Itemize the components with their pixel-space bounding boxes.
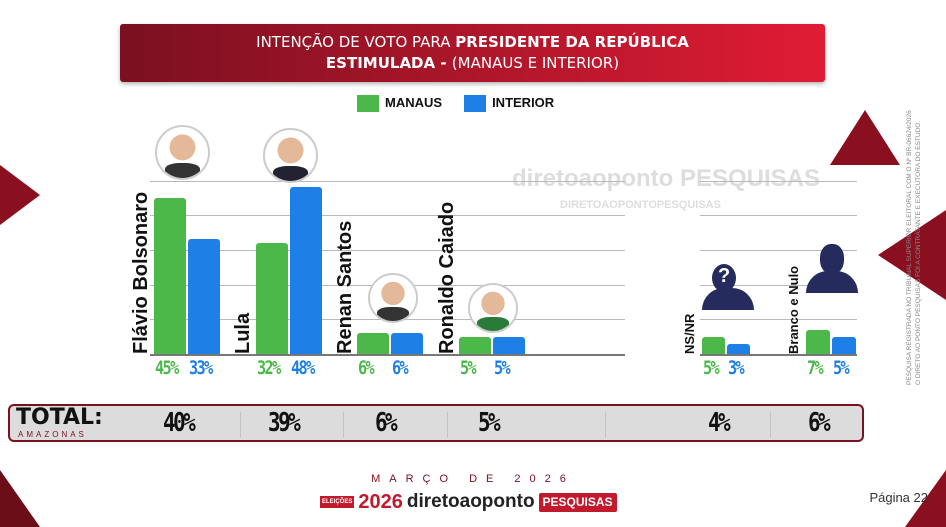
gridline	[700, 284, 857, 286]
chart-title-banner: INTENÇÃO DE VOTO PARA PRESIDENTE DA REPÚ…	[120, 24, 825, 82]
value-label-manaus: 6%	[358, 357, 375, 379]
legend-label: MANAUS	[385, 95, 443, 110]
value-label-interior: 33%	[189, 357, 213, 379]
bar-interior	[832, 336, 856, 354]
divider	[343, 412, 344, 438]
candidate-photo-flavio	[155, 125, 210, 180]
baseline	[150, 354, 625, 356]
bar-interior	[188, 239, 220, 354]
category-label: NS/NR	[682, 313, 697, 354]
category-label: Branco e Nulo	[786, 265, 801, 354]
logo-tag: PESQUISAS	[538, 492, 617, 512]
bar-interior	[391, 333, 423, 354]
gridline	[150, 215, 625, 217]
registration-note-line: O DIRETO AO PONTO PESQUISAS FOI A CONTRA…	[915, 120, 922, 385]
total-value-caiado: 5%	[478, 408, 501, 438]
decor-triangle	[878, 210, 946, 300]
watermark-logo: diretoaoponto PESQUISAS	[512, 166, 820, 192]
page-number: Página 22	[869, 490, 928, 505]
value-label-manaus: 5%	[460, 357, 477, 379]
total-value-lula: 39%	[268, 408, 301, 438]
logo-brand: diretoaoponto	[406, 491, 535, 512]
value-label-interior: 5%	[833, 357, 850, 379]
bar-manaus	[154, 197, 186, 354]
candidate-photo-lula	[263, 128, 318, 183]
gridline	[150, 180, 625, 182]
question-mark-icon: ?	[718, 265, 731, 287]
gridline	[700, 249, 857, 251]
total-value-nsnr: 4%	[708, 408, 731, 438]
total-value-renan: 6%	[375, 408, 398, 438]
divider	[447, 412, 448, 438]
category-label: Renan Santos	[334, 220, 356, 354]
bar-manaus	[806, 329, 830, 354]
legend-item-manaus: MANAUS	[357, 94, 443, 113]
elections-badge: ELEIÇÕES	[320, 496, 355, 508]
decor-triangle	[905, 470, 946, 527]
divider	[770, 412, 771, 438]
legend-swatch	[357, 95, 379, 113]
value-label-manaus: 32%	[257, 357, 281, 379]
baseline	[700, 354, 857, 356]
chart-legend: MANAUS INTERIOR	[357, 94, 555, 113]
category-label: Flávio Bolsonaro	[130, 191, 152, 354]
legend-swatch	[464, 95, 487, 113]
divider	[240, 412, 241, 438]
decor-triangle	[0, 165, 40, 225]
bar-manaus	[357, 333, 389, 354]
bar-interior	[727, 343, 750, 354]
value-label-interior: 48%	[291, 357, 315, 379]
bar-interior	[493, 336, 525, 354]
gridline	[700, 319, 857, 321]
survey-date: MARÇO DE 2026	[371, 473, 575, 485]
total-value-flavio: 40%	[163, 408, 196, 438]
watermark-url: DIRETOAOPONTOPESQUISAS	[560, 199, 721, 211]
total-value-branco-nulo: 6%	[808, 408, 831, 438]
subtitle-plain: (MANAUS E INTERIOR)	[451, 54, 620, 72]
value-label-manaus: 45%	[155, 357, 179, 379]
value-label-interior: 3%	[728, 357, 745, 379]
value-label-manaus: 5%	[703, 357, 720, 379]
gridline	[700, 180, 857, 182]
bar-interior	[290, 187, 322, 354]
bar-manaus	[256, 242, 288, 354]
footer-logo: ELEIÇÕES 2026 diretoaoponto PESQUISAS	[320, 490, 617, 514]
watermark-brand: diretoaoponto	[512, 165, 674, 192]
subtitle-bold: ESTIMULADA -	[325, 54, 452, 72]
bar-manaus	[702, 336, 725, 354]
legend-label: INTERIOR	[492, 95, 555, 110]
registration-note-line: PESQUISA REGISTRADA NO TRIBUNAL SUPERIOR…	[906, 110, 913, 385]
candidate-photo-caiado	[468, 283, 518, 333]
category-label: Lula	[232, 312, 254, 354]
total-label: TOTAL:	[16, 405, 103, 430]
registration-note: PESQUISA REGISTRADA NO TRIBUNAL SUPERIOR…	[905, 55, 923, 385]
value-label-interior: 5%	[494, 357, 511, 379]
total-amazonas-row: TOTAL: AMAZONAS 40% 39% 6% 5% 4% 6%	[8, 404, 864, 442]
gridline	[700, 215, 857, 217]
category-label: Ronaldo Caiado	[436, 201, 458, 354]
divider	[605, 412, 606, 438]
decor-triangle	[830, 110, 900, 165]
title-bold: PRESIDENTE DA REPÚBLICA	[455, 33, 689, 51]
value-label-manaus: 7%	[807, 357, 824, 379]
bar-manaus	[459, 336, 491, 354]
watermark-tag: PESQUISAS	[679, 165, 821, 192]
logo-year: 2026	[358, 491, 403, 513]
gridline	[150, 249, 625, 251]
total-sublabel: AMAZONAS	[18, 430, 87, 439]
title-plain: INTENÇÃO DE VOTO PARA	[256, 33, 456, 51]
candidate-photo-renan	[368, 273, 418, 323]
legend-item-interior: INTERIOR	[464, 94, 555, 113]
decor-triangle	[0, 470, 40, 527]
value-label-interior: 6%	[392, 357, 409, 379]
